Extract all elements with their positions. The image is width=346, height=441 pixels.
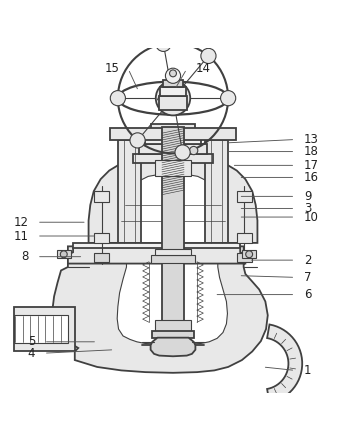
Bar <box>237 191 252 202</box>
Bar <box>145 137 201 144</box>
Text: 12: 12 <box>13 216 28 229</box>
Bar <box>242 250 256 258</box>
Bar <box>94 191 109 202</box>
Text: 1: 1 <box>304 364 311 377</box>
Circle shape <box>220 90 236 106</box>
Polygon shape <box>52 247 268 373</box>
Bar <box>163 80 183 87</box>
Text: 13: 13 <box>304 133 319 146</box>
Bar <box>160 87 186 97</box>
Bar <box>237 233 252 243</box>
Text: 14: 14 <box>195 62 210 75</box>
Polygon shape <box>121 174 225 243</box>
Circle shape <box>60 251 67 258</box>
Text: 5: 5 <box>28 335 35 348</box>
Circle shape <box>130 133 145 148</box>
Text: 7: 7 <box>304 271 311 284</box>
Bar <box>151 255 195 262</box>
Circle shape <box>201 49 216 64</box>
Bar <box>237 253 252 262</box>
Circle shape <box>170 70 176 77</box>
Text: 11: 11 <box>13 229 28 243</box>
Bar <box>118 139 141 243</box>
Polygon shape <box>89 161 257 243</box>
Text: 18: 18 <box>304 145 319 158</box>
Text: 8: 8 <box>21 250 28 263</box>
Text: 16: 16 <box>304 171 319 184</box>
Polygon shape <box>267 325 302 403</box>
Bar <box>155 249 191 255</box>
Circle shape <box>165 68 181 83</box>
Bar <box>73 243 240 248</box>
Circle shape <box>156 81 190 116</box>
Circle shape <box>164 90 182 107</box>
Bar <box>158 97 188 110</box>
Circle shape <box>156 36 171 52</box>
Bar <box>152 332 194 338</box>
Polygon shape <box>151 338 195 356</box>
Circle shape <box>190 146 198 155</box>
Text: 2: 2 <box>304 254 311 267</box>
Text: 9: 9 <box>304 190 311 203</box>
Bar <box>133 154 213 163</box>
Bar <box>162 127 184 355</box>
Circle shape <box>246 251 253 258</box>
Circle shape <box>175 145 190 160</box>
Bar <box>110 128 236 140</box>
Bar <box>151 124 195 138</box>
Text: 17: 17 <box>304 159 319 172</box>
Text: 6: 6 <box>304 288 311 301</box>
Bar <box>138 144 208 154</box>
Bar <box>205 139 228 243</box>
Bar <box>155 160 191 176</box>
Polygon shape <box>15 306 75 351</box>
Bar <box>94 253 109 262</box>
Bar <box>56 250 71 258</box>
Polygon shape <box>117 247 227 344</box>
Bar <box>155 321 191 333</box>
Text: 3: 3 <box>304 202 311 215</box>
Text: 15: 15 <box>105 62 120 75</box>
Circle shape <box>110 90 126 106</box>
Polygon shape <box>15 315 68 343</box>
Bar <box>94 233 109 243</box>
Text: 10: 10 <box>304 210 319 224</box>
Polygon shape <box>68 247 245 264</box>
Text: 4: 4 <box>28 347 35 360</box>
